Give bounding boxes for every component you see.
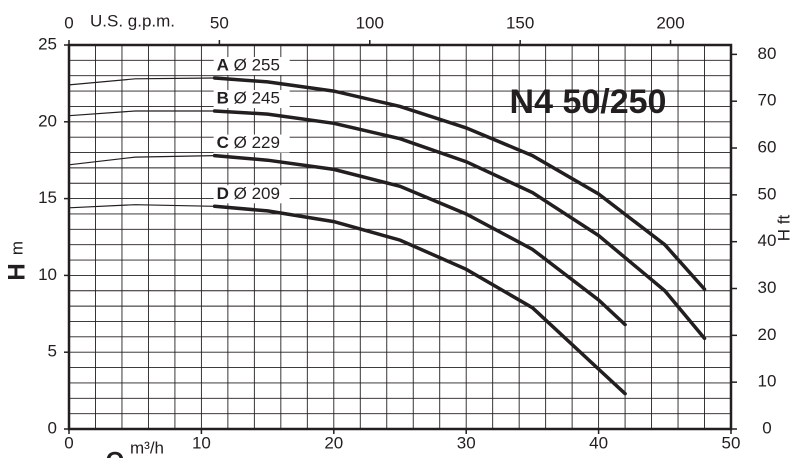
legend-label: C [217, 133, 229, 152]
y2-tick-label: 50 [758, 184, 777, 203]
y2-tick-label: 70 [758, 91, 777, 110]
y2-tick-label: 30 [758, 278, 777, 297]
x-tick-label: 0 [64, 433, 73, 452]
curve-extension [68, 155, 215, 166]
y-axis-unit: m [7, 241, 26, 255]
y2-tick-label: 20 [758, 325, 777, 344]
legend-label: D [217, 184, 229, 203]
y-tick-label: 10 [38, 265, 57, 284]
y2-tick-label: 80 [758, 44, 777, 63]
curve-extension [68, 110, 215, 117]
plot-border [67, 43, 733, 431]
x-axis-unit: m³/h [130, 438, 164, 457]
legend-diameter: Ø 229 [234, 133, 280, 152]
title-box [498, 80, 698, 126]
x-tick-label: 20 [324, 433, 343, 452]
curve-extension [68, 204, 215, 209]
y2-axis-label: H ft [774, 215, 793, 242]
y-axis-label: H [3, 263, 30, 280]
legend-label: A [217, 56, 229, 75]
x-axis-label: Q [106, 447, 125, 458]
y-tick-label: 25 [38, 34, 57, 53]
legend-diameter: Ø 209 [234, 184, 280, 203]
label-bg [213, 134, 290, 153]
curve [212, 204, 627, 396]
y-tick-label: 5 [48, 342, 57, 361]
chart-title: N4 50/250 [510, 83, 667, 121]
x-tick-label: 30 [457, 433, 476, 452]
legend-diameter: Ø 245 [234, 89, 280, 108]
y-tick-label: 15 [38, 188, 57, 207]
x-tick-label: 40 [589, 433, 608, 452]
curve [212, 76, 707, 291]
legend-diameter: Ø 255 [234, 56, 280, 75]
legend-label: B [217, 89, 229, 108]
y2-tick-label: 40 [758, 231, 777, 250]
x-tick-label: 50 [722, 433, 741, 452]
x2-tick-label: 50 [210, 13, 229, 32]
y2-tick-label: 0 [762, 418, 771, 437]
y-tick-label: 20 [38, 111, 57, 130]
x2-tick-label: 100 [356, 13, 384, 32]
y2-tick-label: 10 [758, 372, 777, 391]
label-bg [213, 57, 290, 76]
label-bg [213, 185, 290, 204]
curve [212, 153, 627, 327]
label-bg [213, 90, 290, 109]
x2-tick-label: 150 [506, 13, 534, 32]
x-tick-label: 10 [192, 433, 211, 452]
y2-tick-label: 60 [758, 138, 777, 157]
y-tick-label: 0 [48, 418, 57, 437]
curve [212, 109, 707, 341]
curve-extension [68, 77, 215, 86]
x2-tick-label: 200 [656, 13, 684, 32]
x2-axis-label: U.S. g.p.m. [90, 11, 175, 30]
x2-tick-label: 0 [64, 13, 73, 32]
